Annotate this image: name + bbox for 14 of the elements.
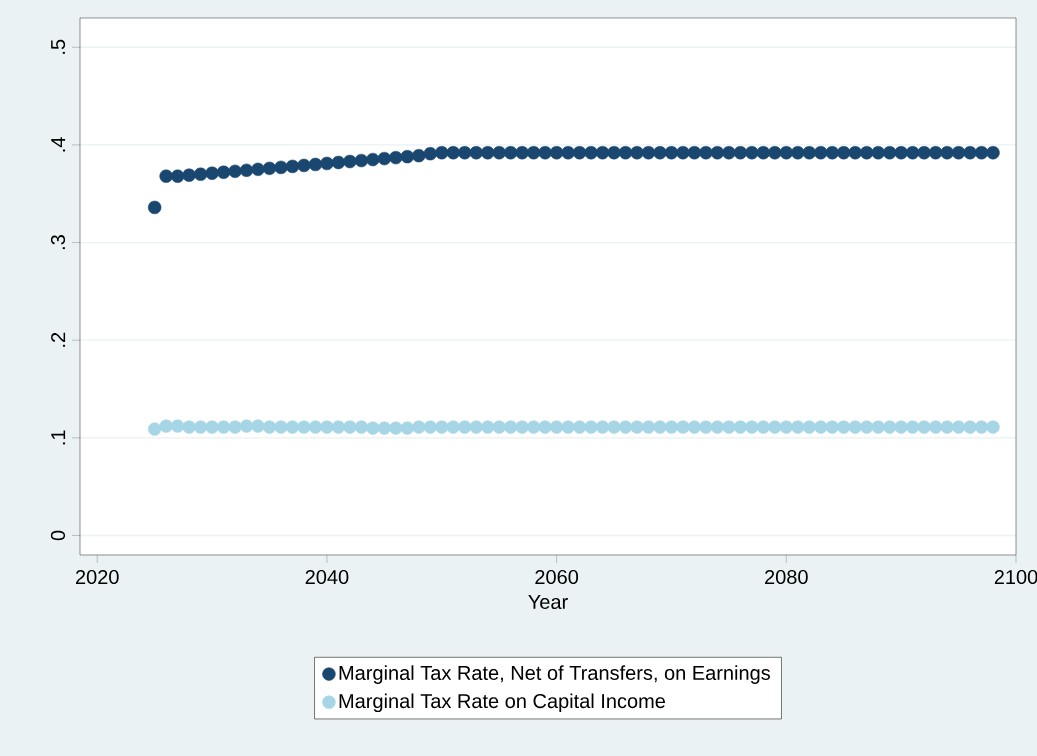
x-tick-label: 2020	[75, 569, 119, 585]
x-tick-label: 2060	[535, 569, 579, 585]
y-tick-label: .3	[50, 235, 66, 250]
x-tick-label: 2100	[994, 569, 1037, 585]
y-tick-label: .1	[51, 430, 66, 445]
y-tick-label: .2	[51, 332, 66, 347]
y-tick-label: .5	[51, 39, 66, 54]
y-tick-label: 0	[50, 530, 66, 541]
x-tick-label: 2080	[765, 569, 808, 585]
legend-label: Marginal Tax Rate, Net of Transfers, on Earnings	[339, 665, 770, 684]
x-axis-title: Year	[528, 595, 568, 609]
x-tick-label: 2040	[305, 569, 349, 585]
legend-label: Marginal Tax Rate on Capital Income	[339, 693, 665, 713]
y-tick-label: .4	[51, 137, 66, 152]
